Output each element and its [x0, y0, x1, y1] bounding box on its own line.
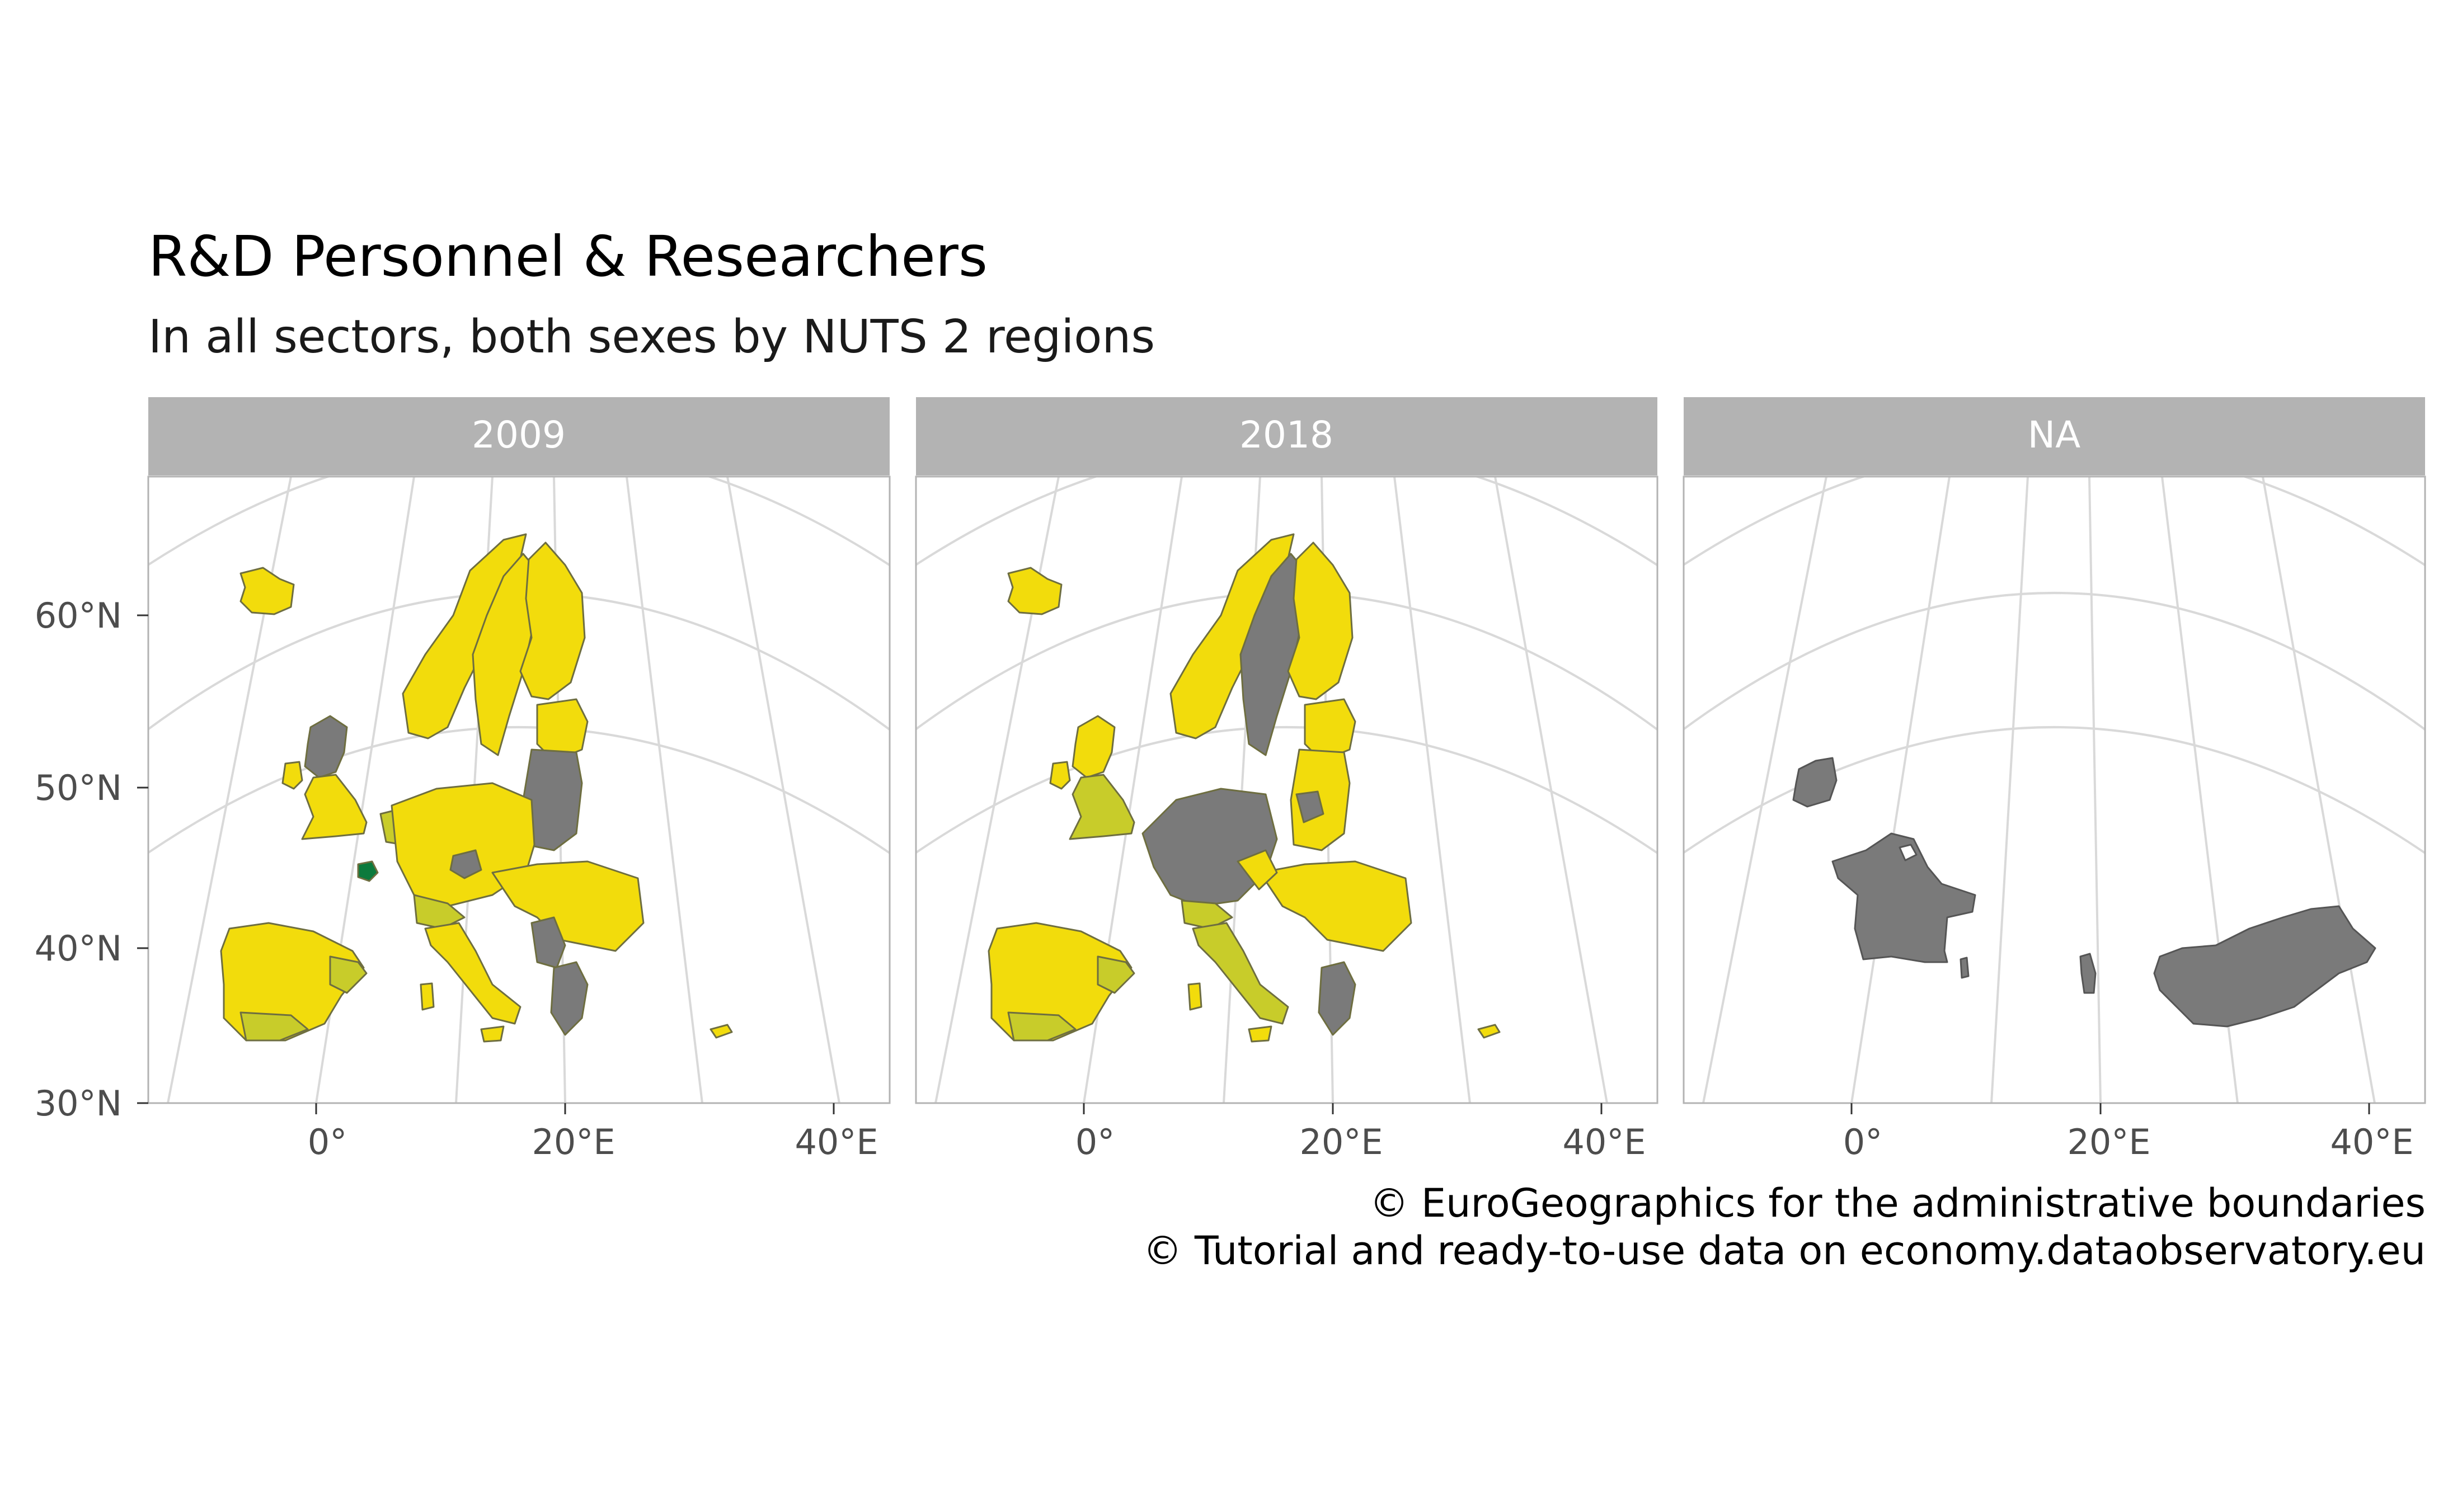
region-albania-na [2079, 953, 2097, 994]
region-finland [1287, 541, 1354, 700]
region-france-na [1831, 832, 1976, 963]
region-turkey-na [2153, 905, 2376, 1028]
x-tick-label: 20°E [2067, 1122, 2150, 1162]
panel-border-2018 [915, 475, 1658, 1104]
region-sardinia [1187, 982, 1202, 1011]
regions-2009 [220, 533, 733, 1043]
region-ireland [1049, 761, 1071, 790]
region-high-rd [357, 860, 379, 882]
region-poland-center [1295, 790, 1324, 823]
y-tick-label: 60°N [35, 595, 122, 636]
x-tick-label: 0° [1843, 1122, 1882, 1162]
region-uk-scotland [304, 715, 348, 779]
x-axis-na: 0° 20°E 40°E [1843, 1103, 2414, 1162]
region-serbia [530, 916, 566, 969]
region-andalusia [1007, 1011, 1077, 1042]
panel-border-na [1683, 475, 2426, 1104]
facet-strip-2018 [916, 397, 1657, 475]
region-cyprus [1477, 1024, 1501, 1039]
region-iceland [239, 567, 295, 615]
x-axis-2009: 0° 20°E 40°E [308, 1103, 878, 1162]
region-uk-scotland [1072, 715, 1116, 779]
region-alps [413, 894, 466, 930]
region-uk-england [1069, 774, 1135, 840]
region-sardinia [420, 982, 435, 1011]
region-iceland [1007, 567, 1063, 615]
region-alps [1181, 899, 1233, 930]
region-greece [550, 961, 589, 1036]
region-iberia [988, 922, 1133, 1042]
regions-na [1792, 757, 2376, 1028]
region-cyprus [710, 1024, 733, 1039]
x-tick-label: 0° [1075, 1122, 1115, 1162]
x-axis-2018: 0° 20°E 40°E [1075, 1103, 1646, 1162]
region-germany-west [1141, 788, 1278, 907]
y-tick-label: 30°N [35, 1083, 122, 1124]
panel-2018: 2018 [915, 397, 1658, 1104]
facet-label-2009: 2009 [472, 413, 566, 456]
y-tick-label: 40°N [35, 928, 122, 969]
region-italy [1192, 922, 1289, 1025]
regions-2018 [988, 533, 1501, 1043]
region-paris-hole [1899, 844, 1918, 861]
region-greece [1318, 961, 1356, 1036]
facet-label-2018: 2018 [1239, 413, 1333, 456]
x-tick-label: 0° [308, 1122, 347, 1162]
region-sicily [1248, 1025, 1272, 1043]
region-baltics [536, 698, 589, 762]
region-italy [424, 922, 521, 1025]
panel-border-2009 [147, 475, 891, 1104]
facet-strip-2009 [148, 397, 890, 475]
region-finland [519, 541, 586, 700]
y-axis: 60°N 50°N 40°N 30°N [35, 595, 148, 1124]
region-balkans [491, 860, 645, 952]
region-sicily [480, 1025, 505, 1043]
x-tick-label: 20°E [1299, 1122, 1383, 1162]
region-uk-england [301, 774, 368, 840]
x-tick-label: 40°E [1562, 1122, 1646, 1162]
region-catalonia [1097, 955, 1135, 994]
region-ireland-na [1792, 757, 1838, 808]
figure-title: R&D Personnel & Researchers [148, 224, 988, 289]
region-ireland [281, 761, 303, 790]
caption-line-2: © Tutorial and ready-to-use data on econ… [1143, 1228, 2426, 1274]
figure-subtitle: In all sectors, both sexes by NUTS 2 reg… [148, 310, 1155, 364]
region-norway [402, 533, 527, 739]
region-baltics [1304, 698, 1356, 762]
panel-na: NA [1683, 397, 2426, 1104]
region-catalonia [329, 955, 368, 994]
y-tick-label: 50°N [35, 767, 122, 808]
region-czech [449, 849, 482, 879]
caption-line-1: © EuroGeographics for the administrative… [1369, 1180, 2426, 1226]
panel-2009: 2009 [147, 397, 891, 1104]
facet-label-na: NA [2028, 413, 2081, 456]
region-andalusia [239, 1011, 309, 1042]
region-balkans [1259, 860, 1412, 952]
region-norway [1169, 533, 1295, 739]
region-corsica-na [1960, 957, 1970, 979]
x-tick-label: 40°E [2330, 1122, 2413, 1162]
x-tick-label: 40°E [795, 1122, 878, 1162]
facet-strip-na [1684, 397, 2425, 475]
region-iberia [220, 922, 365, 1042]
x-tick-label: 20°E [532, 1122, 615, 1162]
region-austria [1237, 849, 1278, 891]
